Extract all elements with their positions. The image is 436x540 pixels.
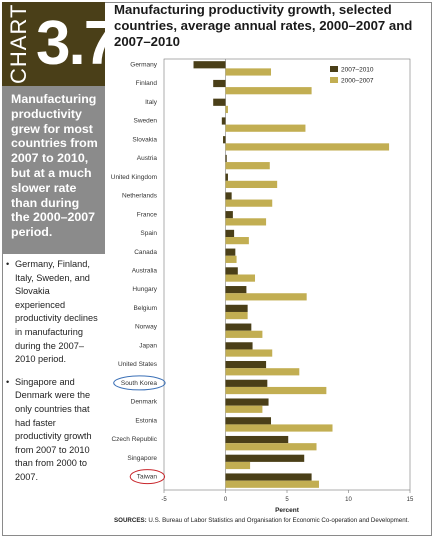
category-label: United States — [118, 361, 158, 368]
bullet-dot-icon: • — [6, 259, 10, 269]
bar-2000-2007 — [225, 461, 251, 470]
bar-2007-2010 — [225, 435, 289, 444]
x-tick-label: -5 — [161, 497, 167, 503]
legend-label-2000-2007: 2000–2007 — [341, 78, 374, 85]
category-label: Austria — [137, 155, 158, 162]
category-label: Denmark — [131, 399, 158, 406]
category-label: Estonia — [135, 417, 157, 424]
bar-2000-2007 — [225, 180, 278, 189]
bar-2007-2010 — [225, 229, 235, 238]
bar-2000-2007 — [225, 480, 319, 488]
highlight-text: Manufacturing productivity grew for most… — [11, 92, 98, 240]
bar-2000-2007 — [225, 349, 273, 357]
category-label: Singapore — [127, 455, 157, 462]
bar-2000-2007 — [225, 237, 249, 245]
category-label: France — [137, 211, 158, 218]
category-label: Norway — [135, 324, 158, 331]
x-tick-label: 10 — [345, 497, 352, 503]
bar-2007-2010 — [193, 61, 226, 69]
x-tick-label: 0 — [224, 497, 228, 503]
bullet-item: • Singapore and Denmark were the only co… — [6, 376, 102, 485]
bar-2000-2007 — [225, 143, 390, 151]
category-label: Italy — [145, 99, 158, 106]
category-label: Spain — [140, 230, 157, 237]
chart-number: 3.7 — [36, 9, 105, 78]
source-text: U.S. Bureau of Labor Statistics and Orga… — [148, 517, 410, 524]
highlight-circle — [129, 469, 166, 485]
x-tick-label: 5 — [285, 497, 289, 503]
bar-2007-2010 — [225, 379, 268, 387]
bar-2007-2010 — [225, 323, 252, 331]
bar-2007-2010 — [221, 117, 226, 125]
bar-2000-2007 — [225, 368, 300, 376]
x-axis-label: Percent — [275, 507, 300, 514]
category-label: Germany — [130, 61, 157, 68]
bullet-dot-icon: • — [6, 376, 10, 387]
bar-2007-2010 — [225, 192, 232, 200]
legend-label-2007-2010: 2007–2010 — [341, 67, 374, 74]
bar-2007-2010 — [225, 360, 267, 369]
category-label: Slovakia — [132, 136, 157, 143]
bar-2000-2007 — [225, 330, 263, 338]
bar-2007-2010 — [225, 154, 227, 163]
highlight-circle — [113, 375, 166, 391]
chart-frame — [2, 2, 432, 536]
bar-2007-2010 — [225, 267, 238, 275]
bar-2000-2007 — [225, 386, 327, 395]
bar-2000-2007 — [225, 162, 270, 170]
bar-2000-2007 — [225, 311, 248, 320]
bar-2000-2007 — [225, 424, 333, 432]
bar-2007-2010 — [225, 304, 248, 312]
bar-2007-2010 — [225, 417, 272, 425]
legend-swatch-2000-2007 — [330, 77, 338, 83]
bar-2007-2010 — [225, 398, 269, 406]
source-note: SOURCES: U.S. Bureau of Labor Statistics… — [114, 517, 430, 524]
bar-2007-2010 — [225, 173, 228, 181]
bar-2000-2007 — [225, 199, 273, 207]
bar-2007-2010 — [223, 136, 226, 144]
chart-number-tab: CHART 3.7 — [2, 2, 105, 86]
category-label: Finland — [136, 80, 158, 87]
bar-2000-2007 — [225, 405, 263, 413]
bullet-text: Singapore and Denmark were the only coun… — [15, 376, 92, 482]
bullet-text: Germany, Finland, Italy, Sweden, and Slo… — [15, 259, 98, 365]
bar-2000-2007 — [225, 87, 312, 95]
bullet-list: • Germany, Finland, Italy, Sweden, and S… — [6, 258, 102, 494]
chart-title: Manufacturing productivity growth, selec… — [114, 2, 413, 49]
category-label: Belgium — [134, 305, 157, 312]
category-label: Hungary — [132, 286, 157, 293]
bar-2007-2010 — [225, 473, 312, 481]
category-label: United Kingdom — [111, 174, 157, 181]
bar-2000-2007 — [225, 105, 228, 114]
category-label: Sweden — [134, 118, 158, 125]
category-label: Canada — [134, 249, 157, 256]
bar-2007-2010 — [225, 248, 236, 256]
bullet-item: • Germany, Finland, Italy, Sweden, and S… — [6, 258, 102, 367]
bar-2000-2007 — [225, 293, 307, 301]
category-label: Netherlands — [122, 193, 158, 200]
bar-2007-2010 — [225, 454, 305, 462]
category-label: Australia — [132, 268, 158, 275]
x-tick-label: 15 — [407, 497, 414, 503]
category-label: Taiwan — [137, 474, 158, 481]
bar-2000-2007 — [225, 68, 272, 76]
category-label: Japan — [139, 342, 157, 349]
bar-2000-2007 — [225, 255, 237, 263]
highlight-box: Manufacturing productivity grew for most… — [2, 86, 105, 254]
bar-2007-2010 — [213, 79, 226, 88]
bar-2007-2010 — [213, 98, 226, 106]
category-label: Czech Republic — [111, 436, 157, 443]
bar-2000-2007 — [225, 124, 306, 132]
bar-2007-2010 — [225, 286, 247, 294]
bar-2000-2007 — [225, 274, 256, 282]
legend-swatch-2007-2010 — [330, 66, 338, 72]
bar-2000-2007 — [225, 218, 267, 226]
source-label: SOURCES: — [114, 517, 147, 524]
bar-2000-2007 — [225, 443, 317, 451]
bar-2007-2010 — [225, 211, 233, 219]
category-label: South Korea — [121, 380, 158, 387]
bar-2007-2010 — [225, 342, 253, 350]
